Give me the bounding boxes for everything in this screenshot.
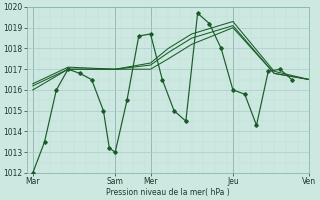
X-axis label: Pression niveau de la mer( hPa ): Pression niveau de la mer( hPa ) xyxy=(106,188,230,197)
